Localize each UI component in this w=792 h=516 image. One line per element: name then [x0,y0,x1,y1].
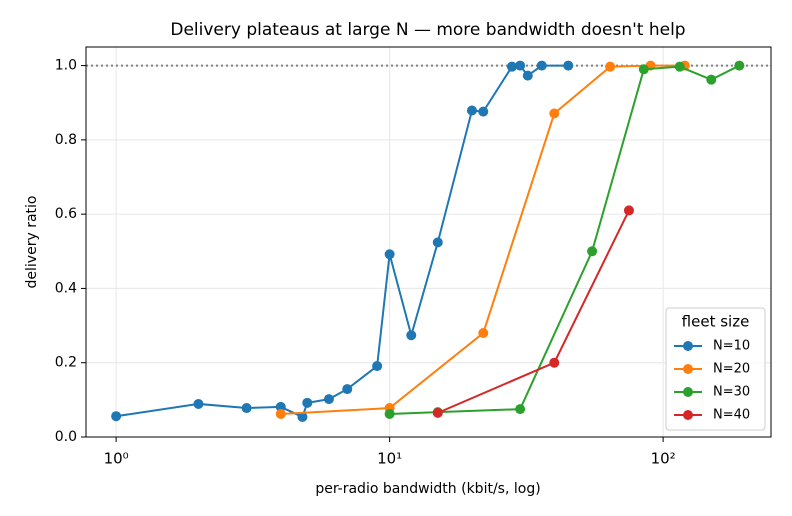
data-point [342,384,353,395]
data-point [432,237,443,248]
data-point [466,105,477,116]
legend-label: N=20 [713,362,750,377]
data-point [302,397,313,408]
data-point [478,328,489,338]
data-point [549,357,560,368]
y-tick-label: 1.0 [55,58,77,74]
x-tick-label: 10⁰ [104,450,129,468]
legend-marker [683,364,693,374]
data-point [241,403,252,414]
data-point [193,398,204,409]
data-point [384,408,395,419]
data-point [275,408,286,419]
data-point [638,64,649,75]
legend-label: N=30 [713,385,750,400]
legend: fleet size N=10 N=20 N=30 N=40 [665,307,766,431]
data-point [432,407,443,418]
x-axis-label: per-radio bandwidth (kbit/s, log) [315,481,540,497]
legend-label: N=10 [713,339,750,354]
legend-title: fleet size [682,313,750,331]
x-tick-label: 10¹ [377,450,402,468]
y-tick-label: 0.2 [55,355,77,371]
legend-box [665,307,766,431]
legend-marker [683,341,693,351]
data-point [623,205,634,216]
data-point [522,70,533,81]
series-line [389,64,740,415]
legend-marker [683,410,693,420]
data-point [384,249,395,260]
chart-title: Delivery plateaus at large N — more band… [170,20,685,40]
data-point [372,361,383,372]
y-tick-label: 0.0 [55,429,77,445]
legend-label: N=40 [713,408,750,423]
data-point [549,108,560,119]
data-point [674,61,685,72]
data-point [297,411,308,422]
data-point [587,246,598,257]
data-point [275,401,286,412]
data-point [406,330,417,341]
data-point [563,60,574,71]
data-point [506,61,517,72]
data-point [515,404,526,415]
data-point [536,60,547,71]
data-point [605,61,616,72]
y-tick-label: 0.4 [55,280,77,296]
data-point [734,60,745,71]
plot-frame [85,46,772,438]
y-tick-label: 0.8 [55,132,77,148]
x-tick-label: 10² [651,450,676,468]
data-point [478,106,489,117]
y-tick-label: 0.6 [55,206,77,222]
data-point [111,411,122,422]
data-point [515,60,526,71]
data-point [323,394,334,405]
data-point [706,74,717,85]
legend-marker [683,387,693,397]
y-axis-label: delivery ratio [24,196,40,289]
